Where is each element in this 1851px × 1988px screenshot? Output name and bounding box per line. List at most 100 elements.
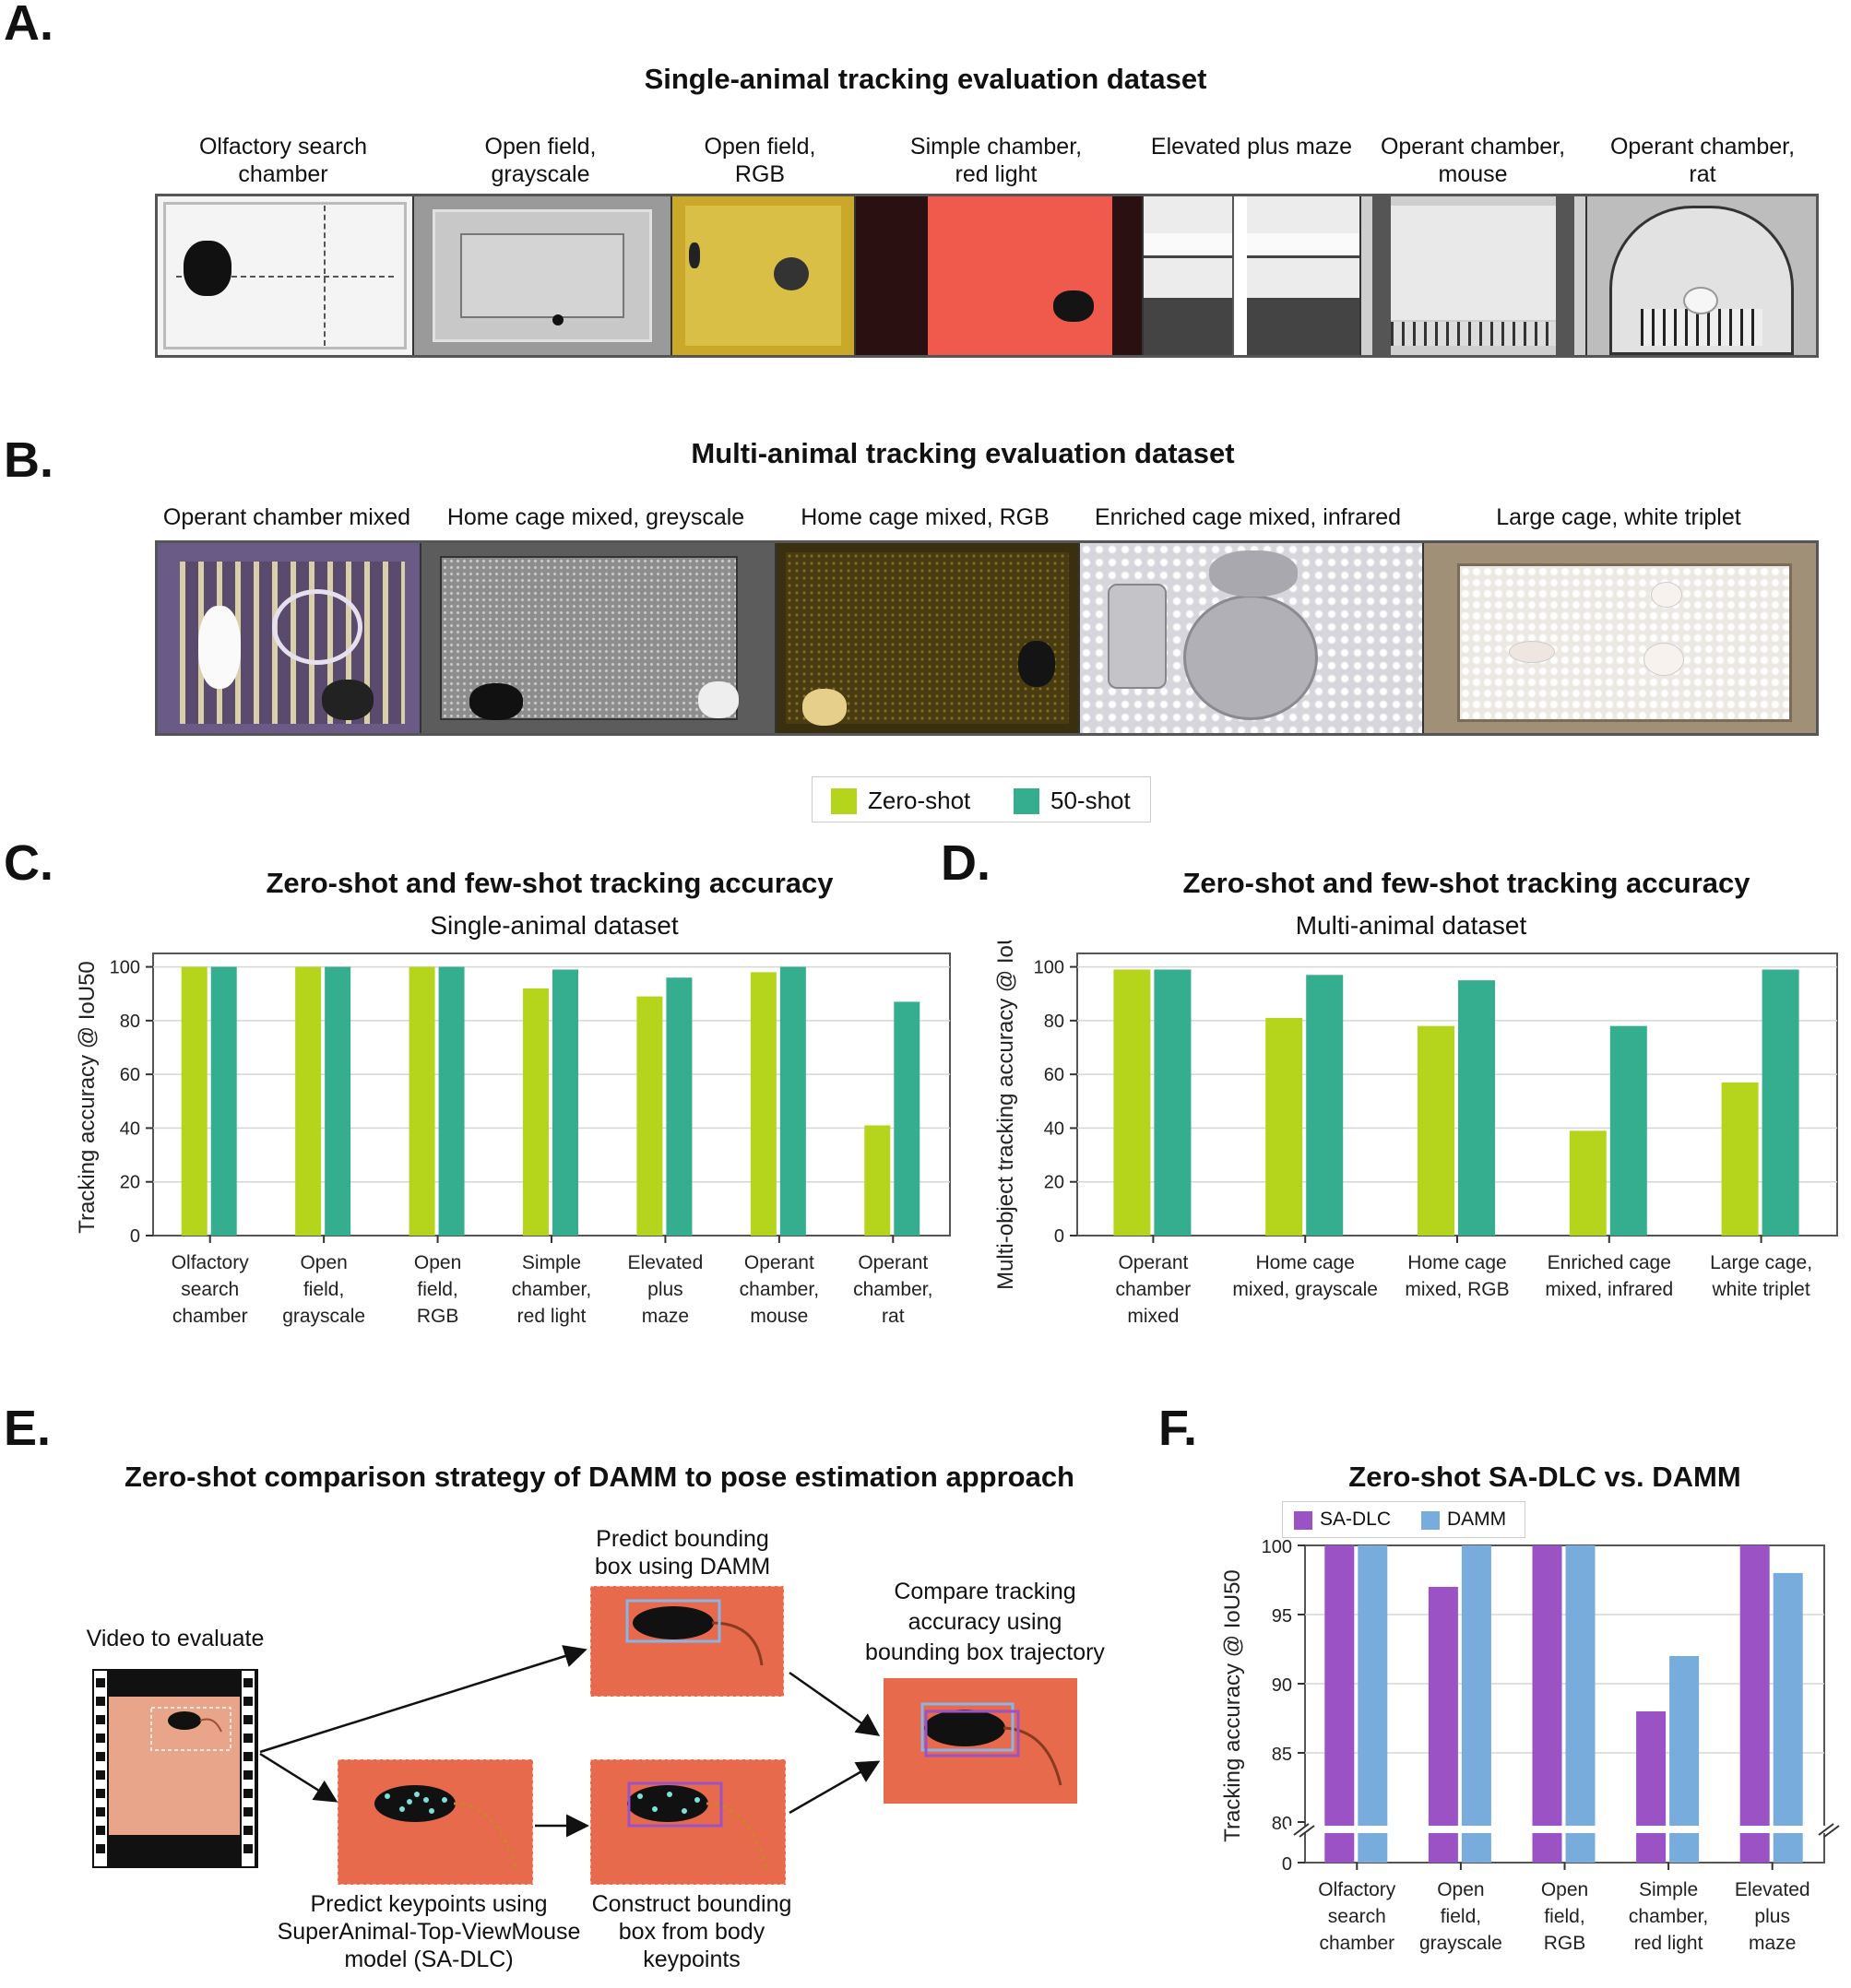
x-tick-label: Enriched cage xyxy=(1548,1252,1671,1273)
y-tick-label: 60 xyxy=(120,1065,140,1085)
panel-label-d: D. xyxy=(941,835,991,891)
panel-b-caption: Operant chamber mixed xyxy=(162,504,411,530)
x-tick-label: Operant xyxy=(858,1252,928,1273)
bar-damm xyxy=(1773,1573,1803,1863)
bar-50-shot xyxy=(1306,975,1344,1236)
panel-c-title: Zero-shot and few-shot tracking accuracy xyxy=(266,867,834,899)
y-tick-label: 100 xyxy=(1262,1537,1292,1557)
bar-50-shot xyxy=(1609,1025,1647,1236)
x-tick-label: Home cage xyxy=(1256,1252,1355,1273)
y-tick-label: 20 xyxy=(1044,1173,1064,1193)
bar-zero-shot xyxy=(750,972,777,1236)
y-tick-label: 0 xyxy=(1282,1854,1292,1875)
bar-50-shot xyxy=(1154,969,1192,1236)
legend-fifty-label: 50-shot xyxy=(1050,787,1131,814)
axis-break-mark xyxy=(1293,1823,1310,1836)
bar-sa-dlc xyxy=(1428,1587,1458,1863)
x-tick-label: chamber, xyxy=(853,1279,932,1300)
sadlc-keypoint-image xyxy=(337,1758,534,1886)
x-tick-label: Operant xyxy=(744,1252,814,1273)
panel-label-b: B. xyxy=(4,432,53,488)
chart-c: 0 20 40 60 80 100 Olfactory search chamber Open fi… xyxy=(75,953,951,1327)
y-tick-label: 85 xyxy=(1272,1745,1292,1765)
bar-50-shot xyxy=(1762,969,1799,1236)
x-tick-label: white triplet xyxy=(1711,1279,1809,1300)
legend-fifty-swatch xyxy=(1014,788,1039,814)
legend-f: SA-DLC DAMM xyxy=(1282,1501,1525,1538)
bar-zero-shot xyxy=(1113,969,1151,1236)
y-tick-label: 100 xyxy=(110,958,140,978)
x-tick-label: mixed xyxy=(1127,1306,1179,1327)
thumb-operant-chamber-rat xyxy=(1586,196,1816,355)
x-tick-label: grayscale xyxy=(1419,1933,1502,1954)
panel-f-title: Zero-shot SA-DLC vs. DAMM xyxy=(1348,1461,1741,1493)
y-tick-label: 100 xyxy=(1034,958,1064,978)
y-tick-label: 20 xyxy=(120,1173,140,1193)
legend-sadlc-label: SA-DLC xyxy=(1320,1509,1392,1530)
bar-damm xyxy=(1358,1545,1388,1863)
x-tick-label: field, xyxy=(1544,1906,1584,1927)
bar-zero-shot xyxy=(181,966,208,1236)
axis-break-mark xyxy=(1299,1825,1315,1838)
axis-break xyxy=(1287,1826,1843,1833)
panel-label-c: C. xyxy=(4,835,53,891)
x-tick-label: chamber xyxy=(172,1306,248,1327)
panel-a-caption: Open field, grayscale xyxy=(484,134,597,187)
bar-zero-shot xyxy=(523,988,549,1236)
bar-sa-dlc xyxy=(1324,1545,1355,1863)
thumb-home-cage-rgb xyxy=(776,543,1081,733)
bar-50-shot xyxy=(666,977,693,1236)
thumb-open-field-grayscale xyxy=(414,196,673,355)
video-to-evaluate-label: Video to evaluate xyxy=(86,1626,265,1651)
y-tick-label: 80 xyxy=(120,1012,140,1032)
panel-d-subtitle: Multi-animal dataset xyxy=(1295,911,1527,940)
y-tick-label: 40 xyxy=(120,1118,140,1139)
x-tick-label: field, xyxy=(417,1279,457,1300)
bar-zero-shot xyxy=(636,996,663,1236)
plot-frame xyxy=(152,953,951,1237)
x-tick-label: Open xyxy=(414,1252,461,1273)
bar-50-shot xyxy=(210,966,237,1236)
x-tick-label: Open xyxy=(1437,1879,1484,1900)
damm-prediction-image xyxy=(589,1585,785,1698)
y-tick-label: 95 xyxy=(1272,1606,1292,1627)
panel-label-f: F. xyxy=(1158,1401,1198,1456)
panel-a-caption: Operant chamber, rat xyxy=(1609,134,1796,187)
panel-b-caption: Enriched cage mixed, infrared xyxy=(1094,504,1402,530)
panel-b-caption: Home cage mixed, greyscale xyxy=(446,504,745,530)
mouse-icon xyxy=(184,241,231,296)
legend-sadlc-swatch xyxy=(1294,1511,1312,1530)
x-tick-label: RGB xyxy=(417,1306,459,1327)
panel-a-caption: Simple chamber, red light xyxy=(909,134,1083,187)
thumb-operant-chamber-mouse xyxy=(1361,196,1587,355)
bar-damm xyxy=(1565,1545,1596,1863)
damm-step-label: Predict bounding box using DAMM xyxy=(594,1526,771,1580)
x-tick-label: rat xyxy=(882,1306,905,1327)
thumb-elevated-plus-maze xyxy=(1143,196,1362,355)
chart-f: 080859095100OlfactorysearchchamberOpenfi… xyxy=(1220,1537,1843,1954)
x-tick-label: maze xyxy=(642,1306,689,1327)
x-tick-label: chamber, xyxy=(512,1279,591,1300)
thumb-large-cage-white-triplet xyxy=(1424,543,1816,733)
x-tick-label: chamber xyxy=(1116,1279,1192,1300)
compare-step-label: Compare tracking accuracy using bounding b… xyxy=(865,1579,1105,1665)
x-tick-label: grayscale xyxy=(282,1306,365,1327)
thumb-operant-chamber-mixed xyxy=(158,543,421,733)
constructed-box-image xyxy=(589,1758,787,1886)
film-strip-icon xyxy=(92,1669,258,1868)
bar-damm xyxy=(1461,1545,1491,1863)
x-tick-label: search xyxy=(181,1279,239,1300)
axis-break-mark xyxy=(1818,1823,1834,1836)
thumb-enriched-cage-infrared xyxy=(1080,543,1425,733)
x-tick-label: mixed, infrared xyxy=(1545,1279,1673,1300)
bar-zero-shot xyxy=(864,1125,891,1236)
bar-zero-shot xyxy=(1569,1130,1607,1236)
panel-d-title: Zero-shot and few-shot tracking accuracy xyxy=(1182,867,1750,899)
y-axis-label: Multi-object tracking accuracy @ IoU50 xyxy=(993,941,1018,1290)
x-tick-label: red light xyxy=(517,1306,587,1327)
x-tick-label: Home cage xyxy=(1407,1252,1506,1273)
sadlc-step-label: Predict keypoints using SuperAnimal-Top-V… xyxy=(277,1891,581,1972)
x-tick-label: Elevated xyxy=(1735,1879,1810,1900)
legend-damm-swatch xyxy=(1421,1511,1440,1530)
bar-50-shot xyxy=(779,966,806,1236)
